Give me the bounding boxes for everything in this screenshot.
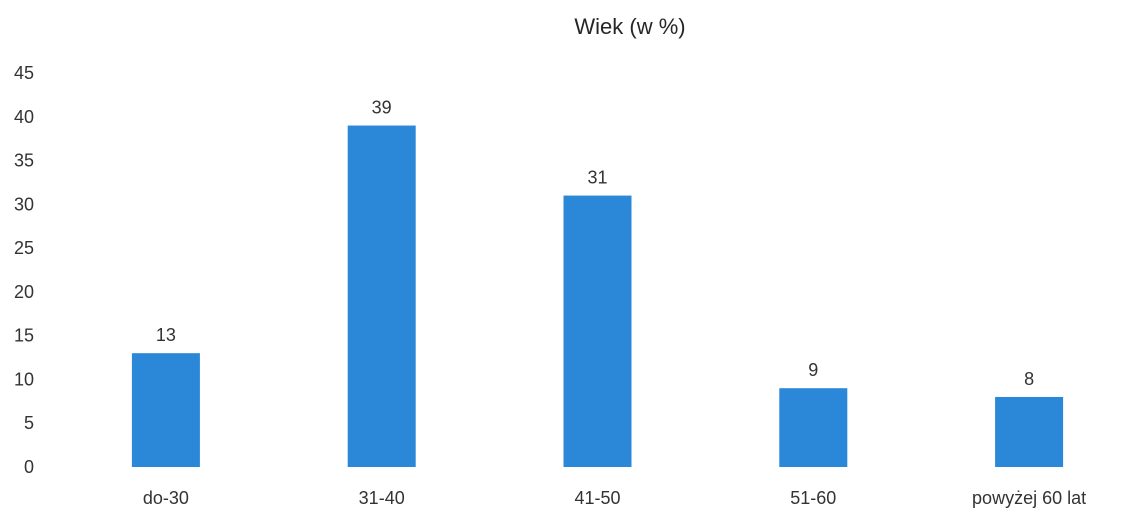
- bar-value-label: 39: [372, 98, 392, 118]
- x-category-label: 41-50: [574, 488, 620, 508]
- x-category-label: 51-60: [790, 488, 836, 508]
- bar: [779, 388, 848, 467]
- y-tick-label: 35: [14, 151, 34, 171]
- bar-value-label: 8: [1024, 369, 1034, 389]
- y-tick-label: 0: [24, 457, 34, 477]
- y-tick-label: 15: [14, 326, 34, 346]
- y-tick-label: 10: [14, 369, 34, 389]
- bar: [347, 125, 416, 468]
- bar-value-label: 9: [808, 360, 818, 380]
- x-category-label: 31-40: [359, 488, 405, 508]
- x-axis: do-30 31-40 41-50 51-60 powyżej 60 lat: [143, 488, 1086, 508]
- y-tick-label: 30: [14, 194, 34, 214]
- y-tick-label: 20: [14, 282, 34, 302]
- data-labels-group: 13 39 31 9 8: [156, 98, 1034, 389]
- y-tick-label: 40: [14, 107, 34, 127]
- bar: [563, 195, 632, 468]
- bars-group: [131, 125, 1064, 468]
- y-axis: 0 5 10 15 20 25 30 35 40 45: [14, 63, 34, 477]
- x-category-label: powyżej 60 lat: [972, 488, 1086, 508]
- x-category-label: do-30: [143, 488, 189, 508]
- bar-value-label: 31: [587, 168, 607, 188]
- y-tick-label: 5: [24, 413, 34, 433]
- y-tick-label: 45: [14, 63, 34, 83]
- bar: [131, 353, 200, 467]
- y-tick-label: 25: [14, 238, 34, 258]
- bar-value-label: 13: [156, 325, 176, 345]
- bar: [995, 396, 1064, 467]
- chart-title: Wiek (w %): [574, 14, 685, 39]
